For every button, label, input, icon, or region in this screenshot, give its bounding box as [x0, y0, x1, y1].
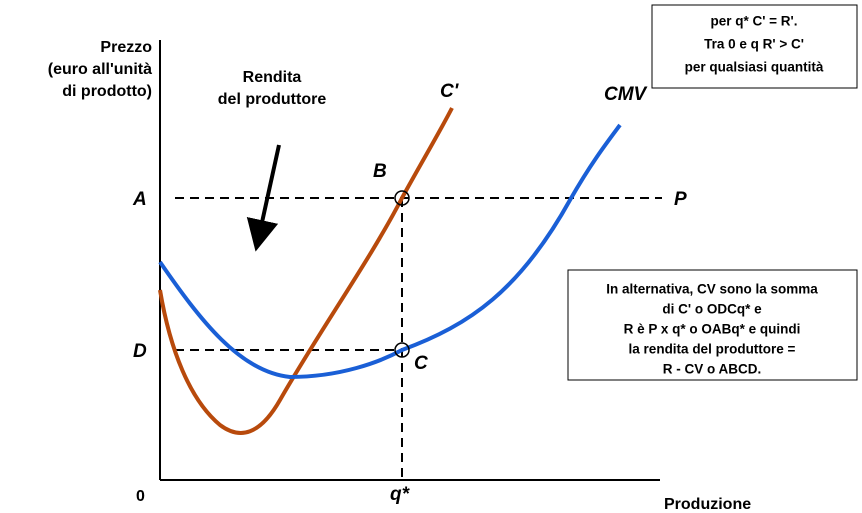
curve-label: C' — [440, 81, 460, 102]
annotation: Rendita — [243, 69, 302, 86]
box-line: per qualsiasi quantità — [685, 60, 824, 75]
point-label: D — [133, 341, 147, 362]
arrow — [246, 144, 281, 252]
origin-label: 0 — [136, 488, 145, 505]
average-curve — [158, 123, 622, 380]
curve-label: CMV — [604, 84, 648, 105]
point-label: C — [414, 353, 428, 374]
point-label: A — [132, 189, 147, 210]
box-bottom — [567, 269, 858, 381]
box-line: per q* C' = R'. — [710, 14, 797, 29]
box-line: Tra 0 e q R' > C' — [704, 37, 804, 52]
box-top — [651, 4, 858, 89]
box-line: la rendita del produttore = — [629, 342, 796, 357]
x-label: Produzione — [664, 496, 751, 513]
y-label: Prezzo — [100, 39, 152, 56]
y-label: di prodotto) — [62, 83, 152, 100]
box-line: In alternativa, CV sono la somma — [606, 282, 818, 297]
point-c — [394, 342, 410, 358]
x-mark: q* — [390, 484, 411, 505]
point-label: B — [373, 161, 387, 182]
box-line: R è P x q* o OABq* e quindi — [624, 322, 801, 337]
point-b — [394, 190, 410, 206]
point-label: P — [674, 189, 687, 210]
annotation: del produttore — [218, 91, 327, 108]
marginal-curve — [158, 107, 454, 435]
y-label: (euro all'unità — [48, 61, 152, 78]
box-line: R - CV o ABCD. — [663, 362, 762, 377]
box-line: di C' o ODCq* e — [662, 302, 762, 317]
